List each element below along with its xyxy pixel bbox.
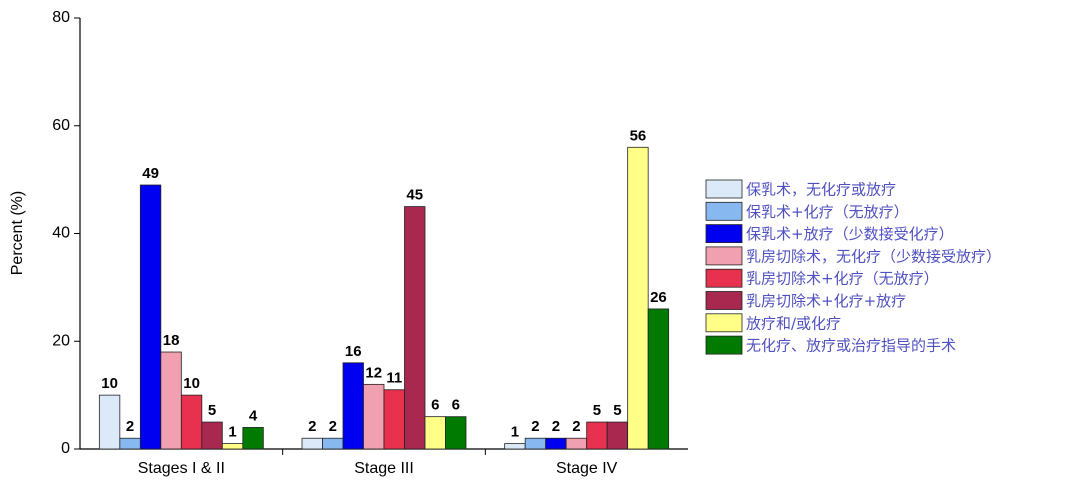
value-label: 6 bbox=[452, 397, 460, 414]
value-label: 11 bbox=[386, 370, 402, 387]
legend-swatch bbox=[705, 268, 743, 288]
bar bbox=[322, 437, 344, 450]
value-label: 16 bbox=[345, 343, 362, 360]
value-label: 26 bbox=[650, 289, 667, 306]
bar bbox=[242, 427, 264, 450]
value-label: 5 bbox=[613, 402, 621, 419]
bar bbox=[504, 443, 526, 450]
bar bbox=[586, 421, 608, 450]
value-label: 5 bbox=[593, 402, 601, 419]
legend-label: 放疗和/或化疗 bbox=[746, 314, 841, 332]
x-tick-label: Stages I & II bbox=[138, 460, 225, 477]
legend-label: 乳房切除术+化疗+放疗 bbox=[746, 292, 906, 310]
bar bbox=[342, 362, 364, 450]
bar bbox=[98, 394, 121, 450]
legend-swatch bbox=[705, 179, 743, 199]
value-label: 49 bbox=[142, 165, 159, 182]
legend-swatch bbox=[705, 291, 743, 310]
legend-label: 保乳术，无化疗或放疗 bbox=[746, 181, 896, 199]
bar bbox=[404, 206, 426, 450]
x-tick-label: Stage IV bbox=[556, 460, 618, 477]
bar bbox=[545, 437, 567, 450]
legend-label: 保乳术+化疗（无放疗） bbox=[746, 203, 909, 221]
bar bbox=[383, 389, 405, 450]
bar bbox=[565, 437, 588, 450]
bar bbox=[363, 383, 385, 450]
legend-swatch bbox=[705, 246, 743, 266]
bar bbox=[445, 416, 467, 450]
legend-swatch bbox=[705, 313, 743, 333]
legend-label: 无化疗、放疗或治疗指导的手术 bbox=[746, 337, 956, 355]
value-label: 2 bbox=[572, 418, 580, 435]
y-tick-label: 0 bbox=[61, 440, 70, 457]
value-label: 2 bbox=[126, 418, 134, 435]
value-label: 18 bbox=[163, 332, 180, 349]
legend-swatch bbox=[705, 335, 743, 355]
value-label: 1 bbox=[228, 424, 236, 441]
bar bbox=[221, 443, 244, 450]
value-label: 45 bbox=[406, 187, 423, 204]
legend-swatch bbox=[705, 201, 743, 221]
value-label: 2 bbox=[308, 418, 316, 435]
legend-label: 乳房切除术，无化疗（少数接受放疗） bbox=[746, 247, 1001, 265]
bar bbox=[180, 394, 203, 450]
legend-label: 乳房切除术+化疗（无放疗） bbox=[746, 270, 939, 288]
bar bbox=[627, 146, 649, 450]
value-label: 4 bbox=[249, 407, 258, 424]
x-tick-label: Stage III bbox=[354, 460, 414, 477]
bar bbox=[424, 416, 446, 450]
value-label: 5 bbox=[208, 402, 216, 419]
bar bbox=[139, 184, 162, 450]
value-label: 12 bbox=[365, 364, 382, 381]
bar bbox=[647, 308, 670, 450]
y-tick-label: 20 bbox=[52, 332, 70, 349]
bar bbox=[119, 437, 141, 450]
value-label: 6 bbox=[431, 397, 439, 414]
y-tick-label: 60 bbox=[52, 117, 70, 134]
y-tick-label: 40 bbox=[52, 225, 70, 242]
value-label: 2 bbox=[552, 418, 560, 435]
bar bbox=[201, 421, 223, 450]
bar bbox=[301, 437, 323, 450]
value-label: 1 bbox=[511, 424, 519, 441]
value-label: 10 bbox=[101, 375, 118, 392]
y-tick-label: 80 bbox=[52, 9, 70, 26]
value-label: 10 bbox=[183, 375, 200, 392]
value-label: 56 bbox=[630, 127, 647, 144]
legend-label: 保乳术+放疗（少数接受化疗） bbox=[746, 225, 954, 243]
legend-swatch bbox=[705, 224, 743, 244]
bar bbox=[606, 421, 629, 450]
bar bbox=[524, 437, 547, 450]
value-label: 2 bbox=[531, 418, 539, 435]
value-label: 2 bbox=[329, 418, 337, 435]
y-axis-label: Percent (%) bbox=[9, 191, 26, 275]
bar bbox=[160, 351, 182, 450]
